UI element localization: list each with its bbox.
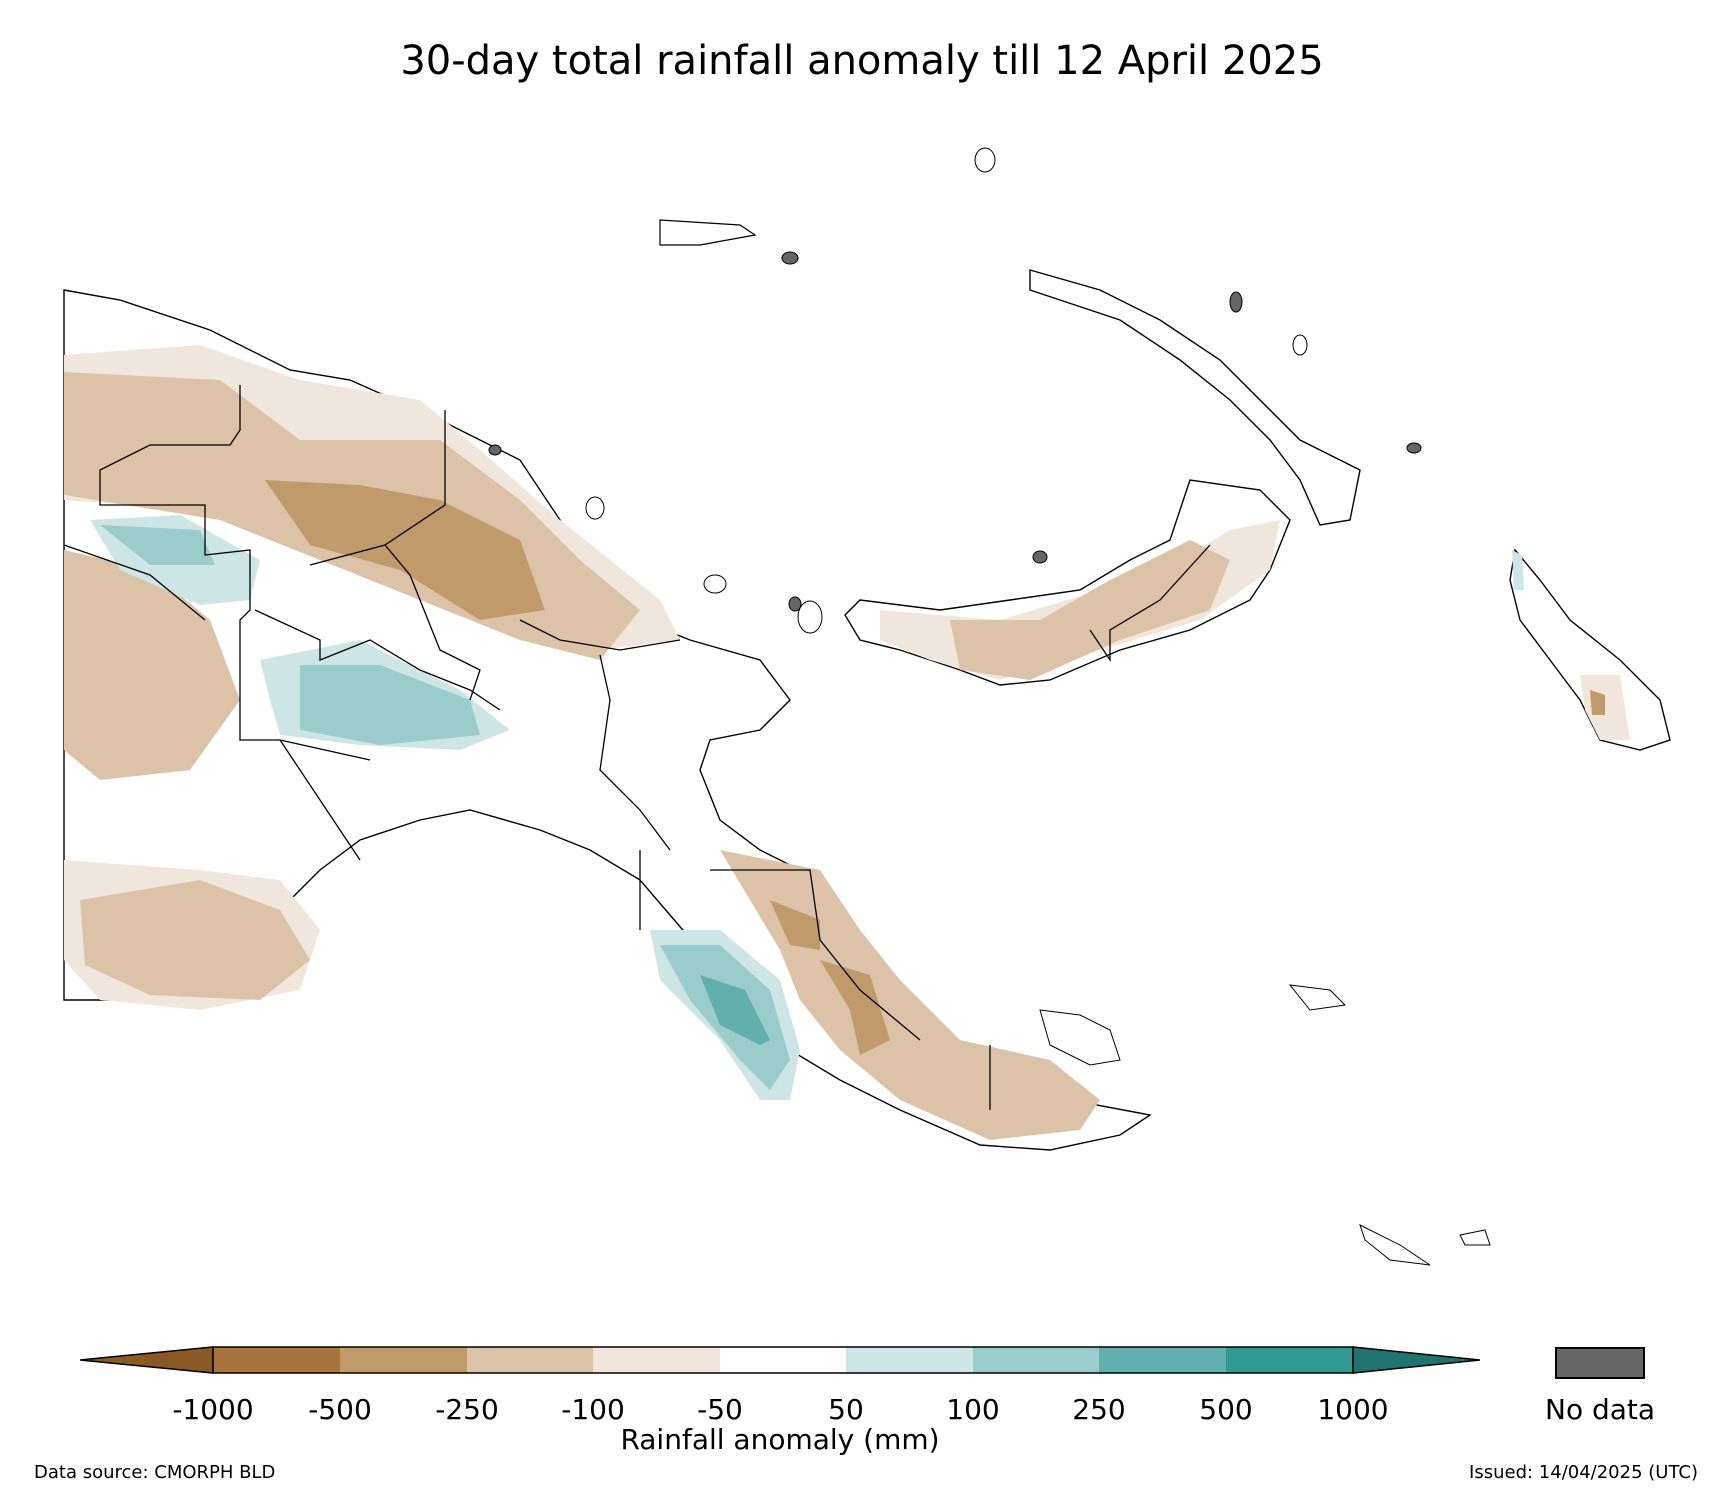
small-island bbox=[974, 147, 996, 173]
small-island bbox=[1359, 1224, 1431, 1266]
colorbar-tick-label: 1000 bbox=[1317, 1393, 1389, 1426]
no-data-island bbox=[488, 444, 502, 456]
small-island bbox=[1292, 334, 1308, 356]
colorbar-tick-label: -100 bbox=[561, 1393, 625, 1426]
no-data-swatch bbox=[1555, 1347, 1645, 1379]
colorbar-segment bbox=[1099, 1347, 1226, 1373]
colorbar-tick-label: -500 bbox=[308, 1393, 372, 1426]
colorbar-segment bbox=[213, 1347, 340, 1373]
colorbar-tick-label: -50 bbox=[697, 1393, 743, 1426]
anomaly-region-minus-250-bougainville bbox=[1590, 690, 1605, 715]
no-data-island bbox=[1406, 442, 1422, 454]
colorbar-segment bbox=[340, 1347, 467, 1373]
anomaly-region-minus-250-west bbox=[64, 550, 240, 780]
small-island bbox=[1039, 1009, 1121, 1066]
colorbar-tick-label: -1000 bbox=[172, 1393, 254, 1426]
anomaly-region-plus-100-bougainville bbox=[1512, 550, 1524, 590]
no-data-label: No data bbox=[1545, 1393, 1656, 1426]
provincial-boundaries bbox=[63, 385, 1211, 1110]
colorbar-segment bbox=[973, 1347, 1099, 1373]
rainfall-anomaly-map bbox=[63, 147, 1671, 1266]
anomaly-region-plus-500-southeast bbox=[700, 975, 770, 1045]
manus-island bbox=[659, 219, 757, 246]
colorbar-segment bbox=[846, 1347, 973, 1373]
anomaly-region-minus-500-east-tail bbox=[770, 900, 890, 1055]
colorbar-extend-high bbox=[1352, 1346, 1480, 1374]
map-title: 30-day total rainfall anomaly till 12 Ap… bbox=[400, 38, 1324, 84]
colorbar bbox=[80, 1346, 1480, 1374]
issued-date-note: Issued: 14/04/2025 (UTC) bbox=[1469, 1462, 1698, 1483]
small-island bbox=[585, 496, 605, 520]
anomaly-region-plus-250-central bbox=[300, 665, 480, 745]
no-data-island bbox=[1229, 291, 1243, 313]
colorbar-segment bbox=[467, 1347, 593, 1373]
colorbar-segment bbox=[1226, 1347, 1353, 1373]
colorbar-axis-label: Rainfall anomaly (mm) bbox=[620, 1423, 940, 1456]
colorbar-tick-label: 100 bbox=[946, 1393, 1000, 1426]
bougainville-island bbox=[1509, 548, 1671, 751]
anomaly-region-plus-250-highlands bbox=[100, 525, 215, 565]
colorbar-tick-label: 500 bbox=[1199, 1393, 1253, 1426]
colorbar-tick-label: -250 bbox=[435, 1393, 499, 1426]
no-data-island bbox=[1032, 550, 1048, 564]
data-source-note: Data source: CMORPH BLD bbox=[34, 1462, 276, 1483]
colorbar-extend-low bbox=[80, 1346, 214, 1374]
small-island bbox=[797, 600, 823, 634]
anomaly-region-minus-500-north bbox=[265, 480, 545, 620]
no-data-island bbox=[781, 251, 799, 265]
colorbar-frame bbox=[212, 1346, 1354, 1374]
anomaly-region-minus-250-new-britain bbox=[950, 540, 1230, 680]
small-island bbox=[1288, 984, 1347, 1011]
no-data-island bbox=[788, 596, 802, 612]
anomaly-region-minus-250-south bbox=[80, 880, 310, 1000]
colorbar-segment bbox=[593, 1347, 720, 1373]
colorbar-tick-label: 250 bbox=[1072, 1393, 1126, 1426]
colorbar-tick-label: 50 bbox=[828, 1393, 864, 1426]
small-island bbox=[703, 574, 727, 594]
colorbar-segment bbox=[720, 1347, 846, 1373]
small-island bbox=[1459, 1229, 1491, 1246]
new-ireland-island bbox=[1029, 269, 1361, 526]
